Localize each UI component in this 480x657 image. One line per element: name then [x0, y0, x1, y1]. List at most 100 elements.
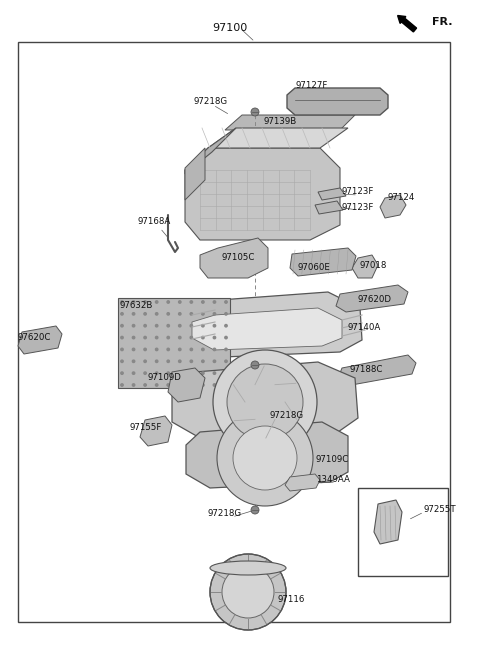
Circle shape	[225, 360, 227, 363]
Polygon shape	[170, 292, 362, 358]
Bar	[18, 42, 450, 622]
Circle shape	[156, 301, 158, 303]
Circle shape	[132, 348, 135, 351]
Text: 97018: 97018	[360, 260, 387, 269]
Circle shape	[227, 364, 303, 440]
Circle shape	[225, 313, 227, 315]
Circle shape	[190, 384, 192, 386]
Circle shape	[144, 348, 146, 351]
Text: 97632B: 97632B	[120, 300, 154, 309]
Circle shape	[179, 336, 181, 339]
Text: FR.: FR.	[432, 17, 453, 27]
Text: 97168A: 97168A	[138, 217, 171, 227]
Circle shape	[225, 348, 227, 351]
Circle shape	[144, 360, 146, 363]
Circle shape	[213, 313, 216, 315]
Circle shape	[213, 301, 216, 303]
Polygon shape	[186, 422, 348, 488]
Circle shape	[179, 313, 181, 315]
Text: 97620C: 97620C	[18, 334, 51, 342]
Circle shape	[121, 372, 123, 374]
Circle shape	[121, 384, 123, 386]
FancyArrow shape	[397, 16, 417, 32]
Circle shape	[167, 384, 169, 386]
Circle shape	[251, 108, 259, 116]
Circle shape	[202, 325, 204, 327]
Circle shape	[233, 426, 297, 490]
Circle shape	[210, 554, 286, 630]
Circle shape	[225, 384, 227, 386]
Circle shape	[167, 313, 169, 315]
Circle shape	[156, 325, 158, 327]
Circle shape	[251, 361, 259, 369]
Circle shape	[190, 313, 192, 315]
Circle shape	[190, 348, 192, 351]
Circle shape	[179, 384, 181, 386]
Circle shape	[156, 313, 158, 315]
Polygon shape	[374, 500, 402, 544]
Polygon shape	[290, 248, 356, 276]
Circle shape	[132, 372, 135, 374]
Circle shape	[121, 325, 123, 327]
Circle shape	[167, 372, 169, 374]
Polygon shape	[140, 416, 172, 446]
Circle shape	[202, 336, 204, 339]
Text: 97155F: 97155F	[130, 424, 162, 432]
Circle shape	[213, 350, 317, 454]
Text: 97218G: 97218G	[270, 411, 304, 420]
Circle shape	[190, 301, 192, 303]
Circle shape	[190, 325, 192, 327]
Circle shape	[202, 360, 204, 363]
Circle shape	[132, 301, 135, 303]
Circle shape	[156, 384, 158, 386]
Circle shape	[121, 360, 123, 363]
Circle shape	[144, 313, 146, 315]
Circle shape	[156, 336, 158, 339]
Circle shape	[156, 348, 158, 351]
Polygon shape	[185, 148, 340, 240]
Circle shape	[156, 372, 158, 374]
Circle shape	[179, 348, 181, 351]
Bar	[118, 298, 230, 388]
Circle shape	[213, 360, 216, 363]
Text: 1349AA: 1349AA	[316, 476, 350, 484]
Text: 97255T: 97255T	[424, 505, 456, 514]
Circle shape	[144, 301, 146, 303]
Circle shape	[179, 301, 181, 303]
Circle shape	[167, 325, 169, 327]
Circle shape	[167, 301, 169, 303]
Circle shape	[225, 301, 227, 303]
Polygon shape	[185, 128, 236, 174]
Text: 97109C: 97109C	[316, 455, 349, 464]
Circle shape	[121, 313, 123, 315]
Circle shape	[202, 313, 204, 315]
Polygon shape	[336, 285, 408, 312]
Circle shape	[213, 384, 216, 386]
Circle shape	[179, 360, 181, 363]
Circle shape	[202, 348, 204, 351]
Circle shape	[202, 301, 204, 303]
Polygon shape	[185, 148, 205, 200]
Polygon shape	[315, 201, 343, 214]
Circle shape	[202, 384, 204, 386]
Polygon shape	[200, 238, 268, 278]
Circle shape	[190, 336, 192, 339]
Circle shape	[225, 325, 227, 327]
Polygon shape	[225, 115, 355, 130]
Circle shape	[179, 325, 181, 327]
Text: 97124: 97124	[388, 193, 415, 202]
Circle shape	[132, 313, 135, 315]
Circle shape	[132, 384, 135, 386]
Text: 97188C: 97188C	[350, 365, 384, 374]
Polygon shape	[18, 326, 62, 354]
Circle shape	[225, 372, 227, 374]
Circle shape	[222, 566, 274, 618]
Text: 97127F: 97127F	[296, 81, 328, 91]
Circle shape	[202, 372, 204, 374]
Text: 97140A: 97140A	[348, 323, 381, 332]
Text: 97218G: 97218G	[208, 509, 242, 518]
Text: 97620D: 97620D	[358, 296, 392, 304]
Polygon shape	[380, 195, 406, 218]
Circle shape	[121, 348, 123, 351]
Bar	[358, 488, 448, 576]
